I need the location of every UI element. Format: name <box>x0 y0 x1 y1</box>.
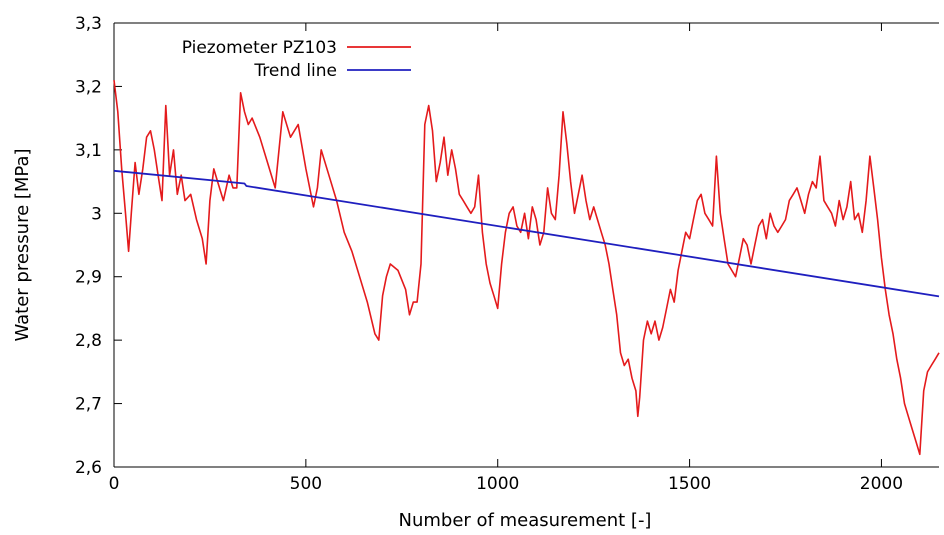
y-tick-label: 2,9 <box>75 268 102 288</box>
x-axis-ticks: 0 500 1000 1500 2000 <box>109 23 903 494</box>
x-tick-label: 1500 <box>668 474 711 494</box>
x-tick-label: 2000 <box>860 474 903 494</box>
y-tick-label: 3,2 <box>75 77 102 97</box>
y-axis-title: Water pressure [MPa] <box>12 148 33 341</box>
legend: Piezometer PZ103 Trend line <box>182 38 411 81</box>
series-line-piezometer <box>113 80 940 456</box>
x-tick-label: 500 <box>290 474 322 494</box>
y-axis-ticks: 2,6 2,7 2,8 2,9 3 3,1 3,2 3,3 <box>75 14 122 478</box>
legend-label: Piezometer PZ103 <box>182 38 337 58</box>
series-line-trend <box>113 169 940 298</box>
x-tick-label: 1000 <box>476 474 519 494</box>
axes <box>113 22 939 468</box>
x-tick-label: 0 <box>109 474 120 494</box>
y-tick-label: 3,3 <box>75 14 102 34</box>
y-tick-label: 2,6 <box>75 458 102 478</box>
y-tick-label: 3 <box>91 204 102 224</box>
y-tick-label: 3,1 <box>75 141 102 161</box>
legend-label: Trend line <box>253 61 337 81</box>
x-axis-title: Number of measurement [-] <box>399 510 652 531</box>
y-tick-label: 2,8 <box>75 331 102 351</box>
series-layer <box>113 80 940 456</box>
y-tick-label: 2,7 <box>75 395 102 415</box>
